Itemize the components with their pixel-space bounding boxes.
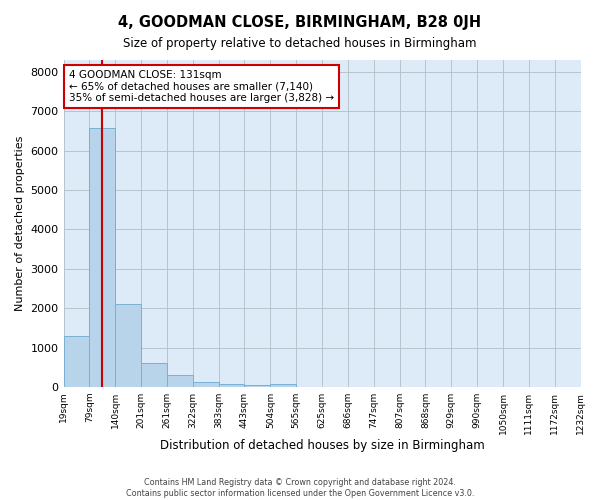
Bar <box>193 382 218 387</box>
Text: Contains HM Land Registry data © Crown copyright and database right 2024.
Contai: Contains HM Land Registry data © Crown c… <box>126 478 474 498</box>
Bar <box>218 384 244 387</box>
X-axis label: Distribution of detached houses by size in Birmingham: Distribution of detached houses by size … <box>160 440 484 452</box>
Bar <box>244 384 271 387</box>
Bar <box>271 384 296 387</box>
Bar <box>64 336 89 387</box>
Bar <box>141 362 167 387</box>
Text: Size of property relative to detached houses in Birmingham: Size of property relative to detached ho… <box>123 38 477 51</box>
Text: 4 GOODMAN CLOSE: 131sqm
← 65% of detached houses are smaller (7,140)
35% of semi: 4 GOODMAN CLOSE: 131sqm ← 65% of detache… <box>69 70 334 103</box>
Bar <box>115 304 141 387</box>
Y-axis label: Number of detached properties: Number of detached properties <box>15 136 25 311</box>
Bar <box>89 128 115 387</box>
Bar <box>167 375 193 387</box>
Text: 4, GOODMAN CLOSE, BIRMINGHAM, B28 0JH: 4, GOODMAN CLOSE, BIRMINGHAM, B28 0JH <box>118 15 482 30</box>
